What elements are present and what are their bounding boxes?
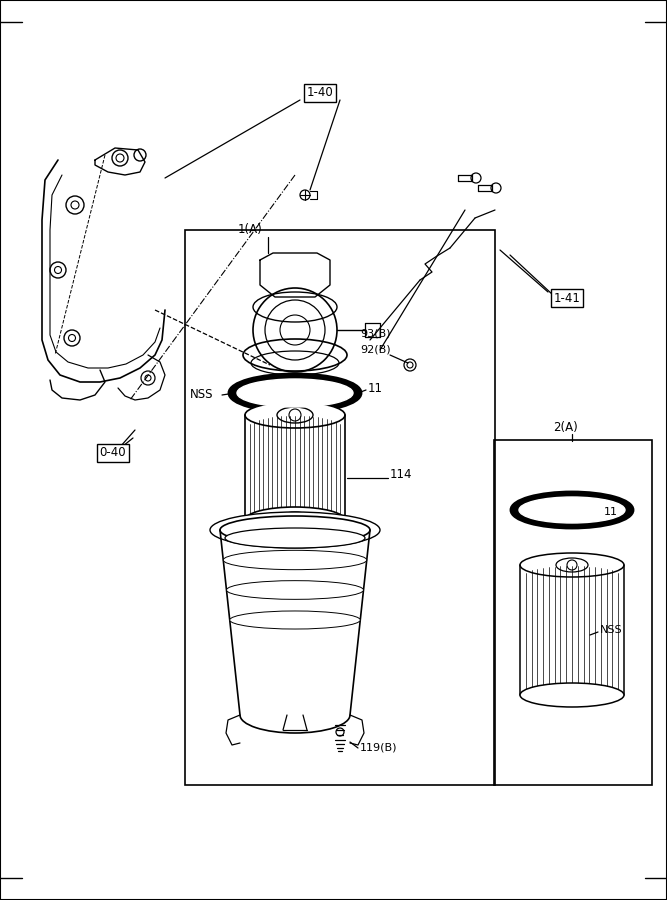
Text: 92(B): 92(B) [360, 345, 391, 355]
Text: 1-40: 1-40 [307, 86, 334, 100]
Text: NSS: NSS [190, 389, 213, 401]
Ellipse shape [245, 507, 345, 533]
Text: NSS: NSS [600, 625, 622, 635]
Ellipse shape [220, 516, 370, 544]
Ellipse shape [229, 611, 360, 629]
Ellipse shape [277, 512, 313, 528]
Bar [494, 440, 652, 785]
Ellipse shape [277, 407, 313, 423]
Circle shape [289, 409, 301, 421]
Ellipse shape [225, 528, 365, 548]
Text: 119(B): 119(B) [360, 743, 398, 753]
Ellipse shape [520, 553, 624, 577]
Ellipse shape [512, 493, 632, 527]
Ellipse shape [223, 550, 367, 570]
Ellipse shape [520, 683, 624, 707]
Text: 1(A): 1(A) [238, 223, 263, 237]
Ellipse shape [237, 379, 353, 407]
Text: 11: 11 [604, 507, 618, 517]
Text: 2(A): 2(A) [553, 421, 578, 435]
Circle shape [567, 560, 577, 570]
Text: 93(B): 93(B) [360, 328, 390, 338]
Ellipse shape [556, 558, 588, 572]
Ellipse shape [210, 512, 380, 548]
Text: 114: 114 [390, 469, 412, 482]
Bar [185, 230, 495, 785]
Text: 11: 11 [368, 382, 383, 394]
Text: 0-40: 0-40 [99, 446, 126, 460]
Ellipse shape [230, 375, 360, 411]
Ellipse shape [519, 497, 625, 523]
Ellipse shape [245, 402, 345, 428]
Ellipse shape [227, 580, 364, 599]
Text: 1-41: 1-41 [554, 292, 580, 304]
